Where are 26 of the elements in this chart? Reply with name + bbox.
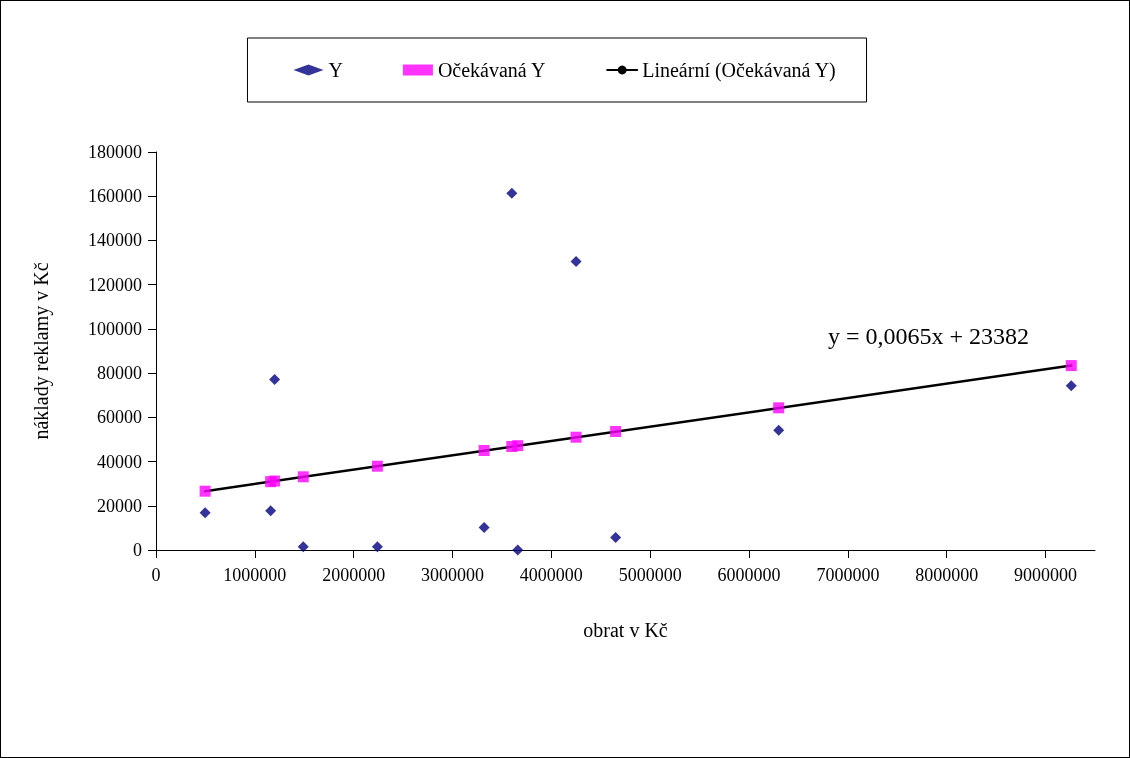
x-tick-label: 8000000 [915,565,979,585]
y-tick-label: 40000 [97,451,142,472]
x-tick-label: 9000000 [1014,565,1078,585]
x-tick-label: 6000000 [717,565,781,585]
y-tick-label: 120000 [88,274,142,295]
x-tick-label: 1000000 [223,565,287,585]
y-tick-label: 0 [133,540,142,560]
y-tick-label: 100000 [88,318,142,339]
x-tick-label: 5000000 [618,565,682,585]
y-tick-label: 60000 [97,407,142,428]
legend-label: Očekávaná Y [437,59,546,81]
y-axis-title: náklady reklamy v Kč [30,262,53,440]
y-tick-label: 20000 [97,495,142,516]
x-tick-label: 7000000 [816,565,880,585]
y-tick-label: 80000 [97,363,142,384]
x-axis-title: obrat v Kč [583,619,668,641]
x-tick-label: 2000000 [322,565,386,585]
y-tick-label: 180000 [88,142,142,162]
x-tick-label: 4000000 [519,565,583,585]
y-tick-label: 160000 [88,186,142,207]
legend-label: Lineární (Očekávaná Y) [642,59,836,82]
y-tick-label: 140000 [88,230,142,251]
x-tick-label: 0 [151,565,161,585]
legend-label: Y [328,59,343,81]
x-tick-label: 3000000 [421,565,485,585]
annotation: y = 0,0065x + 23382 [827,323,1030,349]
